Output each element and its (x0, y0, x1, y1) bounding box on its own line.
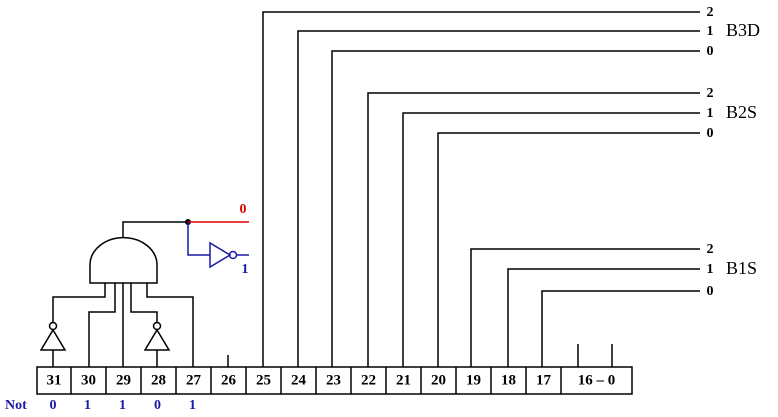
bit-label: 2 (707, 86, 714, 101)
not-value: 1 (189, 398, 196, 413)
cell-label: 18 (501, 372, 516, 388)
cell-label: 24 (291, 372, 307, 388)
cell-label: 26 (221, 372, 237, 388)
and-gate: 0 1 (39, 202, 249, 367)
bit-label: 0 (707, 284, 714, 299)
bit-label: 0 (707, 44, 714, 59)
gate-output: 1 (242, 262, 249, 277)
cell-label: 20 (431, 372, 446, 388)
not-value: 0 (50, 398, 57, 413)
not-value: 1 (119, 398, 126, 413)
group-name: B3D (726, 20, 760, 40)
cell-label: 30 (81, 372, 96, 388)
cell-label: 25 (256, 372, 271, 388)
bit-label: 0 (707, 126, 714, 141)
bit-label: 2 (707, 242, 714, 257)
cell-label: 22 (361, 372, 376, 388)
register: 31 30 29 28 27 26 25 24 23 22 21 20 19 18 17 16 – 0 (36, 366, 633, 395)
cell-label: 23 (326, 372, 341, 388)
cell-label: 16 – 0 (578, 372, 616, 388)
cell-label: 19 (466, 372, 481, 388)
not-value: 0 (154, 398, 161, 413)
cell-label: 29 (116, 372, 131, 388)
not-label: Not (5, 398, 27, 413)
cell-label: 28 (151, 372, 166, 388)
register-box (36, 366, 633, 395)
bit-label: 1 (707, 106, 714, 121)
not-value: 1 (84, 398, 91, 413)
cell-label: 21 (396, 372, 411, 388)
cell-label: 17 (536, 372, 552, 388)
bit-label: 1 (707, 24, 714, 39)
group-name: B1S (726, 258, 757, 278)
group-name: B2S (726, 102, 757, 122)
cell-label: 27 (186, 372, 202, 388)
bit-label: 1 (707, 262, 714, 277)
field-lines (227, 11, 700, 367)
bit-label: 2 (707, 5, 714, 20)
cell-label: 31 (47, 372, 62, 388)
gate-output: 0 (240, 202, 247, 217)
